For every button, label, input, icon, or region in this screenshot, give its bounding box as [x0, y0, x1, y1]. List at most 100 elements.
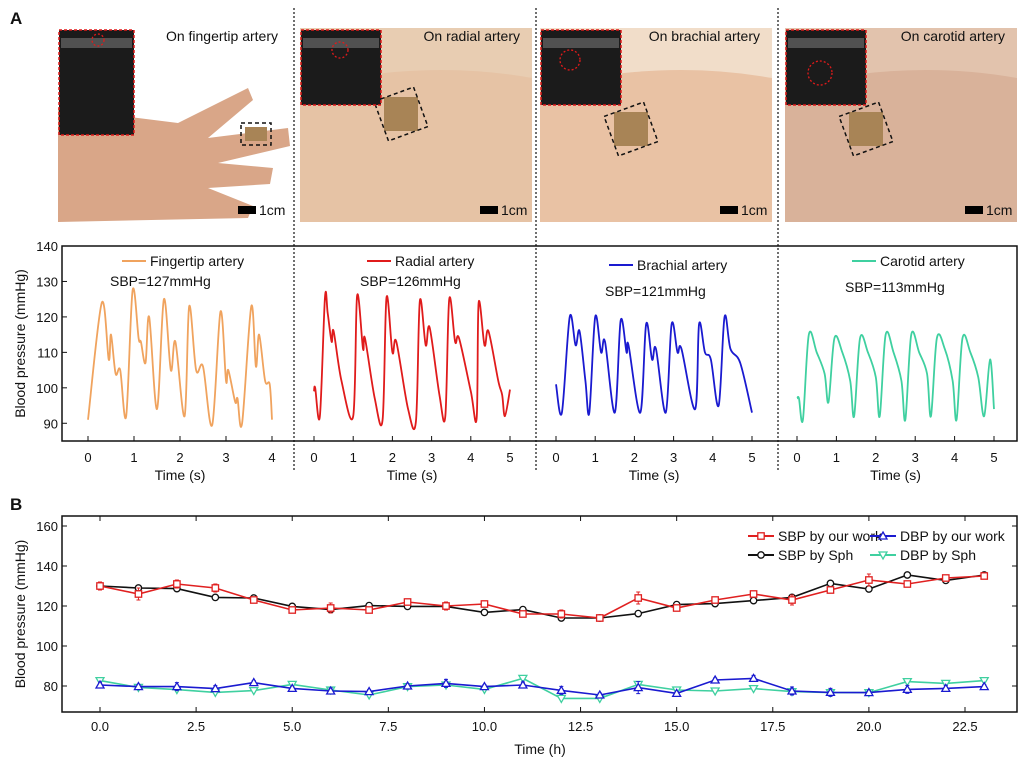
- data-point: [941, 574, 950, 582]
- series-sbp-by-our-work: [96, 572, 989, 622]
- legend-label: Carotid artery: [880, 253, 965, 269]
- scale-bar-label: 1cm: [501, 202, 527, 218]
- x-tick-label: 1: [592, 450, 599, 465]
- data-point: [326, 604, 335, 612]
- x-tick-label: 0: [552, 450, 559, 465]
- scale-bar: [480, 206, 498, 214]
- data-point: [980, 572, 989, 580]
- data-point: [248, 677, 259, 687]
- waveform-line: [555, 313, 753, 416]
- data-point: [709, 674, 721, 684]
- data-point: [633, 682, 644, 692]
- series-line: [99, 574, 985, 619]
- x-tick-label: 5: [748, 450, 755, 465]
- sbp-annotation: SBP=121mmHg: [605, 283, 706, 299]
- photo-0: On fingertip artery 1cm: [58, 28, 290, 222]
- data-point: [517, 679, 529, 689]
- y-tick-label: 90: [44, 416, 58, 431]
- panel-label-a: A: [10, 9, 22, 28]
- artery-marker: [559, 49, 581, 71]
- data-point: [249, 596, 258, 604]
- data-point: [402, 680, 413, 690]
- legend-label: Fingertip artery: [150, 253, 244, 269]
- sbp-annotation: SBP=113mmHg: [845, 279, 945, 295]
- data-point: [517, 674, 529, 684]
- x-tick-label: 3: [670, 450, 677, 465]
- x-tick-label: 4: [951, 450, 958, 465]
- artery-marker: [807, 60, 833, 86]
- legend-label: SBP by Sph: [778, 547, 853, 563]
- data-point: [133, 681, 144, 691]
- skin-photo: [540, 70, 772, 222]
- x-tick-label: 7.5: [379, 719, 397, 734]
- sbp-annotation: SBP=126mmHg: [360, 273, 461, 289]
- y-tick-label: 80: [44, 679, 58, 694]
- ultrasound-tissue-band: [61, 38, 132, 48]
- x-tick-label: 5.0: [283, 719, 301, 734]
- scale-bar: [965, 206, 983, 214]
- subplot-radial-artery: 0 1 2 3 4 5 Time (s) Radial artery SBP=126mmHg: [310, 253, 513, 483]
- artery-marker: [91, 33, 105, 47]
- data-point: [403, 598, 412, 606]
- y-tick-label: 100: [36, 639, 58, 654]
- ultrasound-tissue-band: [788, 38, 864, 48]
- y-tick-label: 100: [36, 381, 58, 396]
- data-point: [594, 689, 605, 699]
- data-point: [556, 694, 567, 704]
- data-point: [173, 580, 181, 588]
- data-point: [748, 673, 759, 683]
- data-point: [902, 684, 913, 694]
- scale-bar-label: 1cm: [986, 202, 1012, 218]
- legend-label: SBP by our work: [778, 528, 883, 544]
- data-point: [749, 590, 758, 598]
- data-point: [134, 590, 143, 598]
- x-tick-label: 22.5: [952, 719, 977, 734]
- data-point: [788, 596, 796, 604]
- data-point: [365, 606, 373, 614]
- photo-title: On radial artery: [424, 28, 520, 44]
- waveform-line: [87, 287, 273, 428]
- legend-label: DBP by Sph: [900, 547, 976, 563]
- data-point: [211, 584, 220, 592]
- data-point: [210, 683, 221, 693]
- data-point: [519, 610, 527, 618]
- data-point: [325, 685, 336, 695]
- data-point: [825, 687, 836, 697]
- data-point: [865, 576, 873, 584]
- data-point: [442, 602, 450, 610]
- x-axis-label: Time (s): [387, 467, 438, 483]
- data-point: [826, 579, 835, 588]
- x-tick-label: 2: [389, 450, 396, 465]
- x-tick-label: 10.0: [472, 719, 497, 734]
- y-tick-label: 130: [36, 274, 58, 289]
- x-tick-label: 20.0: [856, 719, 881, 734]
- sensor-patch: [849, 112, 883, 146]
- data-point: [248, 686, 259, 696]
- series-dbp-by-our-work: [94, 673, 990, 699]
- photo-title: On brachial artery: [649, 28, 760, 44]
- photo-title: On fingertip artery: [166, 28, 278, 44]
- x-tick-label: 0: [310, 450, 317, 465]
- data-point: [557, 610, 566, 618]
- photo-row: On fingertip artery 1cm On radial artery 1c…: [58, 8, 1017, 470]
- x-tick-label: 2.5: [187, 719, 205, 734]
- x-axis-label: Time (s): [155, 467, 206, 483]
- photo-2: On brachial artery 1cm: [540, 28, 772, 222]
- data-point: [211, 593, 220, 602]
- legend-marker: [877, 530, 889, 540]
- series-dbp-by-sph: [94, 674, 990, 704]
- sbp-annotation: SBP=127mmHg: [110, 273, 211, 289]
- legend-marker: [757, 532, 765, 540]
- x-tick-label: 4: [467, 450, 474, 465]
- x-tick-label: 0: [84, 450, 91, 465]
- data-point: [634, 594, 643, 602]
- data-point: [671, 688, 682, 698]
- x-tick-label: 3: [428, 450, 435, 465]
- x-tick-label: 12.5: [568, 719, 593, 734]
- data-point: [171, 681, 183, 691]
- photo-title: On carotid artery: [901, 28, 1005, 44]
- data-point: [672, 604, 681, 612]
- skin-photo: [300, 70, 532, 222]
- ultrasound-tissue-band: [543, 38, 619, 48]
